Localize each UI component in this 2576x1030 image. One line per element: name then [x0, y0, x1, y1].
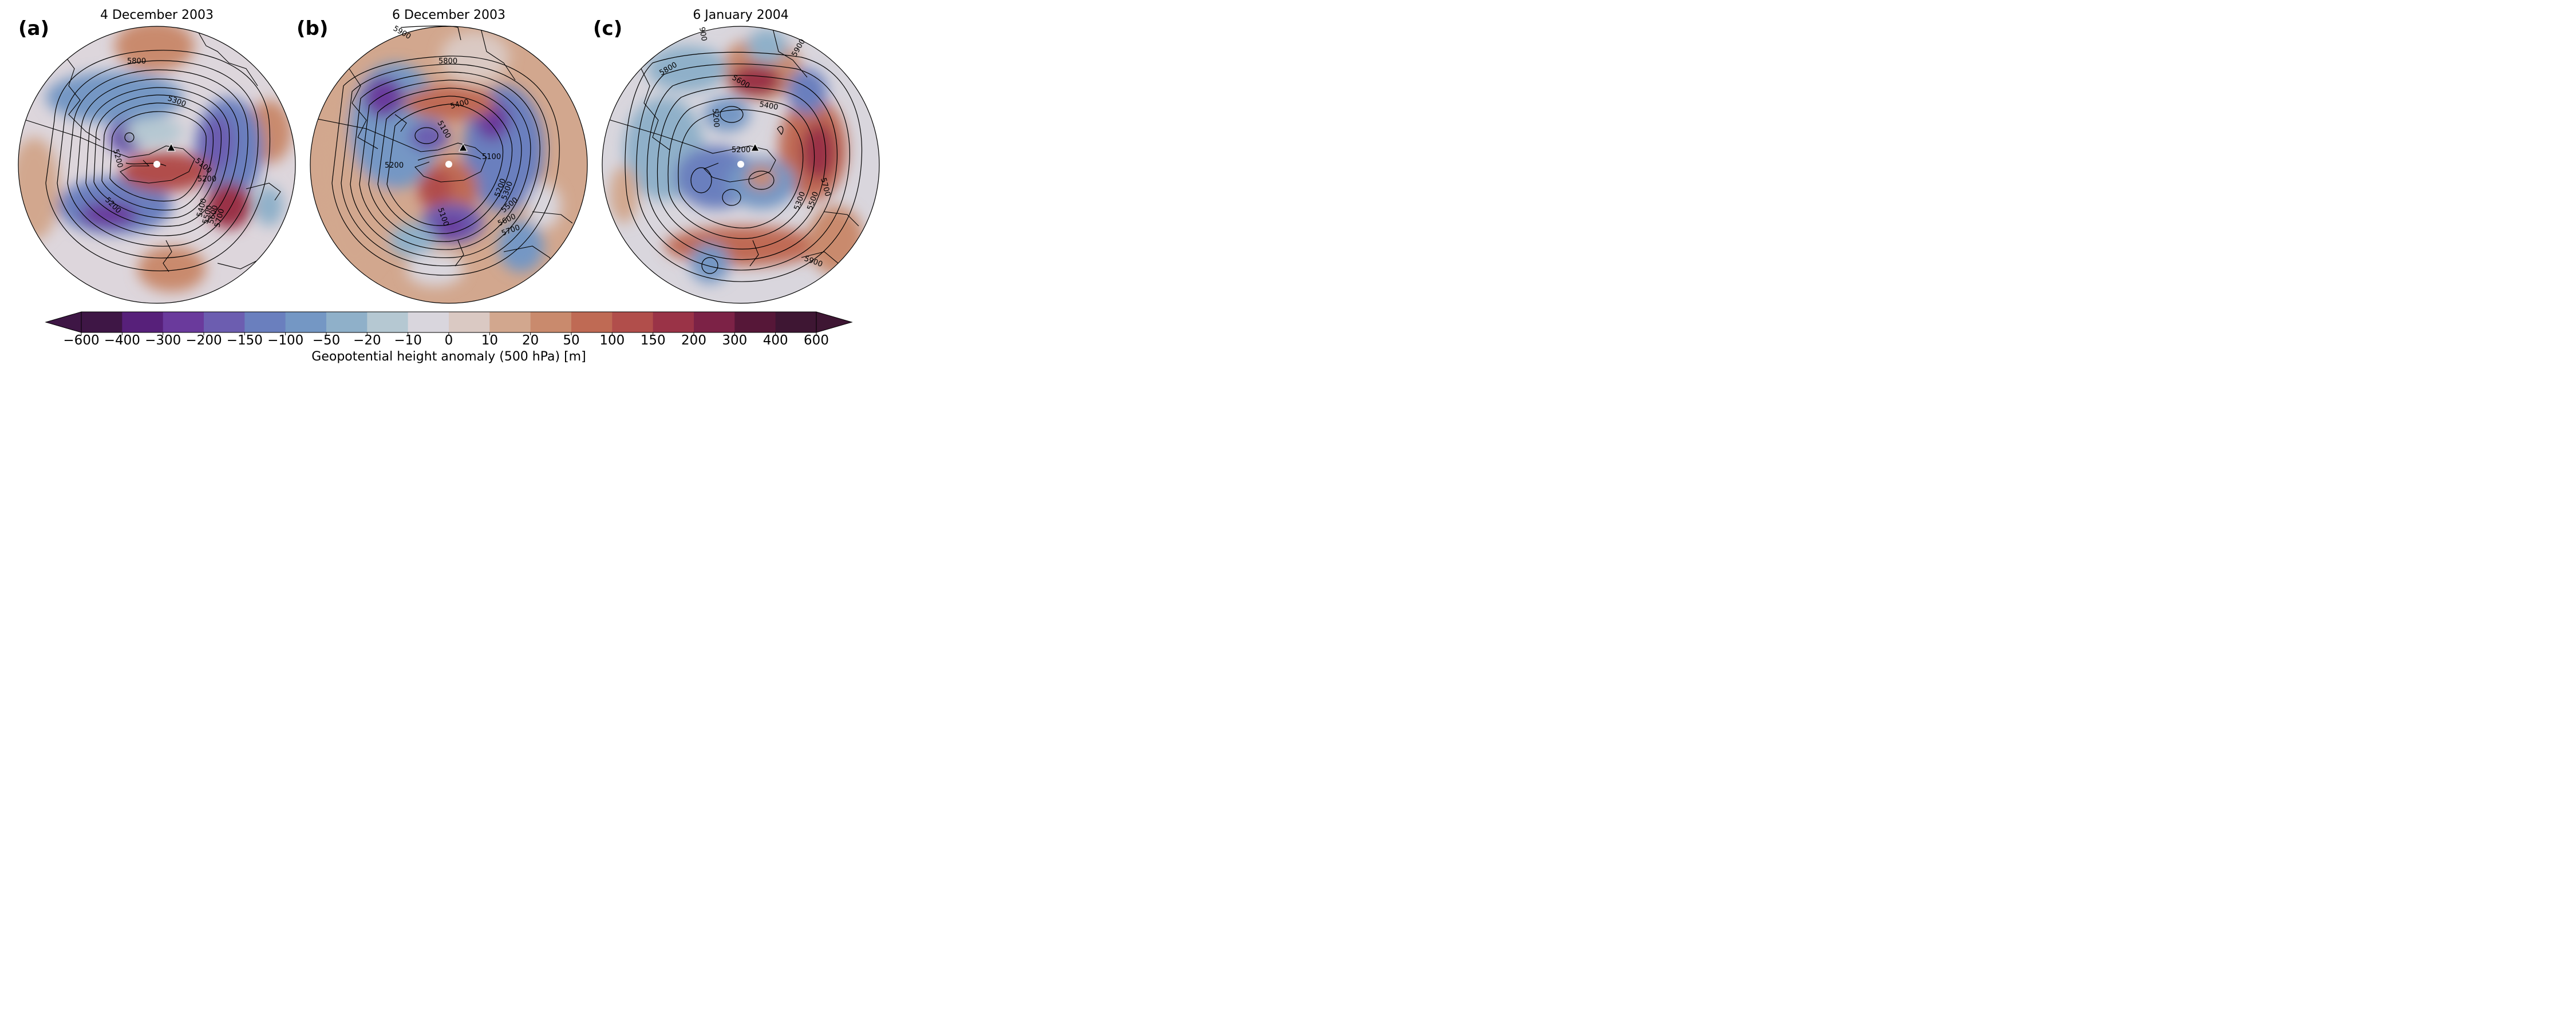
map-border-b	[310, 26, 588, 304]
panel-title-b: 6 December 2003	[392, 8, 506, 22]
colorbar-segment	[367, 312, 409, 332]
contour-label: 5200	[385, 161, 404, 170]
south-pole-marker	[737, 161, 744, 168]
south-pole-marker	[153, 161, 160, 168]
colorbar-segment	[326, 312, 368, 332]
colorbar-segment	[285, 312, 327, 332]
panel-letter-a: (a)	[18, 17, 50, 40]
colorbar-segment	[530, 312, 572, 332]
colorbar-tick-label: 50	[563, 333, 580, 348]
colorbar-segment	[694, 312, 735, 332]
contour-label: 900	[697, 26, 708, 42]
height-contours-b	[331, 25, 560, 276]
height-contours-a	[45, 50, 271, 271]
coastlines-c	[602, 28, 859, 287]
colorbar-tick-label: −600	[63, 333, 100, 348]
contour-label: 5200	[710, 108, 721, 128]
colorbar-segment	[163, 312, 204, 332]
anomaly-field-c	[602, 26, 879, 303]
colorbar-tick-label: −400	[104, 333, 140, 348]
colorbar	[45, 311, 853, 335]
panel-letter-c: (c)	[593, 17, 623, 40]
panel-title-a: 4 December 2003	[100, 8, 214, 22]
colorbar-tick-label: 20	[522, 333, 539, 348]
colorbar-tick-label: 0	[444, 333, 453, 348]
colorbar-tick-label: −200	[185, 333, 222, 348]
colorbar-right-extend	[816, 311, 853, 333]
colorbar-segment	[204, 312, 245, 332]
colorbar-segment	[489, 312, 531, 332]
panel-title-c: 6 January 2004	[693, 8, 789, 22]
colorbar-tick-label: 300	[722, 333, 748, 348]
colorbar-tickmarks	[81, 332, 817, 335]
colorbar-tick-label: −150	[226, 333, 263, 348]
colorbar-left-extend	[45, 311, 82, 333]
contour-label: 5800	[127, 57, 146, 66]
map-panel-a: 5800 5300 5200 5200 5100 5200 5400 5500 …	[18, 26, 296, 304]
contour-label: 5800	[438, 57, 457, 66]
colorbar-segment	[122, 312, 164, 332]
colorbar-tick-label: 200	[681, 333, 706, 348]
station-triangle-marker	[167, 142, 176, 152]
panel-letter-b: (b)	[297, 17, 329, 40]
contour-label: 5100	[482, 153, 501, 161]
height-contours-c	[625, 52, 863, 282]
colorbar-segment	[612, 312, 654, 332]
colorbar-tick-label: 600	[804, 333, 829, 348]
colorbar-segment	[408, 312, 449, 332]
south-pole-marker	[445, 161, 452, 168]
colorbar-tick-label: 150	[640, 333, 666, 348]
colorbar-tick-label: −100	[267, 333, 304, 348]
station-triangle-marker	[459, 142, 468, 152]
contour-labels-a: 5800 5300 5200 5200 5100 5200 5400 5500 …	[103, 57, 226, 228]
contour-label: 5200	[197, 175, 216, 184]
colorbar-segment	[734, 312, 776, 332]
colorbar-segment	[244, 312, 286, 332]
colorbar-segment	[449, 312, 490, 332]
colorbar-segment	[571, 312, 613, 332]
map-border-c	[602, 26, 880, 304]
colorbar-tick-label: −300	[145, 333, 181, 348]
figure-canvas: 5800 5300 5200 5200 5100 5200 5400 5500 …	[18, 24, 880, 335]
colorbar-segment	[653, 312, 694, 332]
map-panel-c: 900 5900 5800 5600 5400 5200 5200 5300 5…	[602, 26, 880, 304]
map-border-a	[18, 26, 296, 304]
colorbar-tick-label: 400	[762, 333, 788, 348]
station-triangle-marker	[750, 142, 760, 152]
colorbar-segments	[81, 312, 817, 332]
colorbar-segment	[775, 312, 817, 332]
colorbar-tick-label: 10	[481, 333, 498, 348]
contour-label: 5400	[758, 100, 779, 112]
anomaly-field-a	[18, 26, 295, 303]
contour-label: 5200	[732, 146, 750, 154]
colorbar-label: Geopotential height anomaly (500 hPa) [m…	[311, 350, 586, 364]
colorbar-segment	[81, 312, 123, 332]
colorbar-tick-label: 100	[599, 333, 625, 348]
colorbar-tick-label: −50	[312, 333, 341, 348]
colorbar-tick-label: −10	[394, 333, 422, 348]
colorbar-tick-label: −20	[353, 333, 381, 348]
map-panel-b: 5900 5800 5400 5100 5200 5100 5100 5200 …	[310, 24, 588, 304]
